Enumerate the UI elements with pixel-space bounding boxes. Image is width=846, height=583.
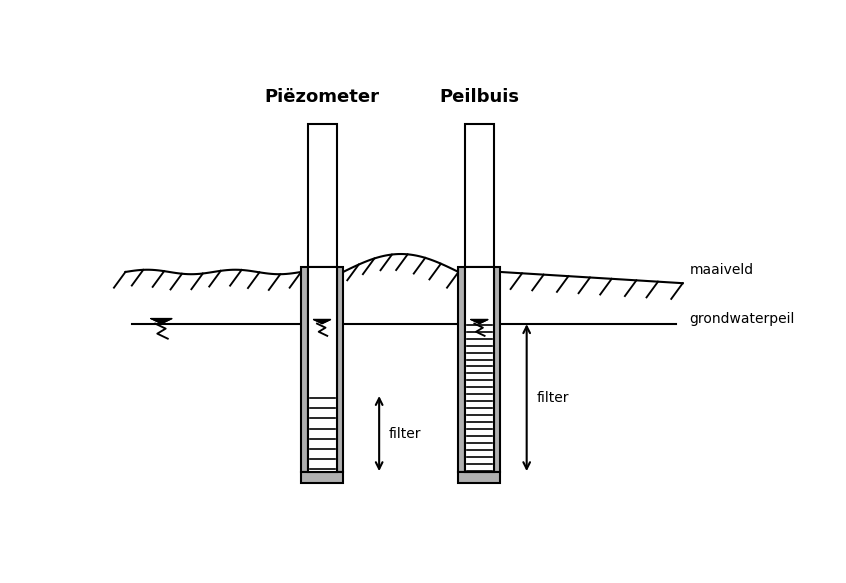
Text: Peilbuis: Peilbuis bbox=[439, 88, 519, 106]
Bar bbox=[301, 472, 343, 483]
Polygon shape bbox=[471, 319, 488, 324]
Text: filter: filter bbox=[389, 427, 421, 441]
Polygon shape bbox=[151, 318, 172, 324]
Bar bbox=[465, 268, 494, 472]
Text: grondwaterpeil: grondwaterpeil bbox=[689, 312, 794, 326]
Bar bbox=[301, 268, 308, 472]
Text: maaiveld: maaiveld bbox=[689, 263, 754, 277]
Bar bbox=[465, 124, 494, 268]
Bar bbox=[308, 124, 337, 268]
Text: filter: filter bbox=[536, 391, 569, 405]
Polygon shape bbox=[314, 319, 331, 324]
Bar bbox=[459, 268, 465, 472]
Bar bbox=[494, 268, 501, 472]
Text: Piëzometer: Piëzometer bbox=[265, 88, 380, 106]
Bar bbox=[308, 268, 337, 472]
Bar bbox=[337, 268, 343, 472]
Bar bbox=[459, 472, 501, 483]
